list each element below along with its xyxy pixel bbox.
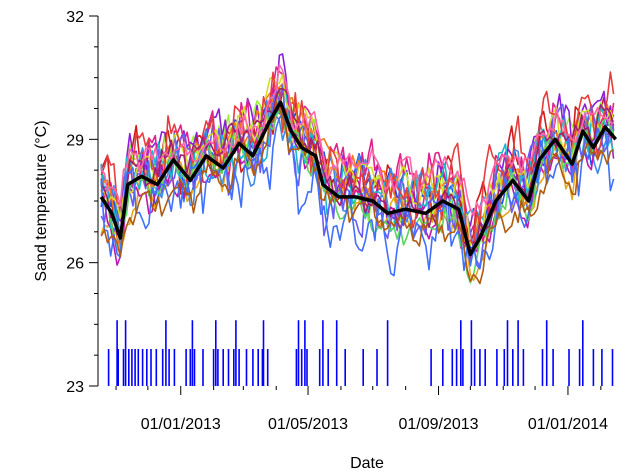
event-bars-layer (107, 320, 614, 386)
y-axis-title: Sand temperature (°C) (33, 120, 50, 281)
mean-series-layer (99, 100, 618, 257)
logger-series-line (100, 63, 615, 217)
y-tick-label: 26 (66, 256, 84, 273)
logger-series-line (100, 73, 615, 248)
x-axis-title: Date (350, 455, 384, 472)
mean-series-line (99, 100, 618, 257)
x-tick-label: 01/01/2013 (141, 416, 221, 433)
logger-series-line (100, 84, 615, 269)
logger-series-line (100, 101, 615, 285)
x-tick-label: 01/05/2013 (268, 416, 348, 433)
y-tick-label: 29 (66, 132, 84, 149)
logger-series-line (100, 95, 615, 282)
y-tick-label: 32 (66, 9, 84, 26)
tick-layer: 23 26 29 32 01/01/2013 01/05/2013 01/09/2013 01… (66, 9, 608, 433)
x-tick-label: 01/09/2013 (398, 416, 478, 433)
logger-series-line (100, 66, 615, 243)
x-tick-label: 01/01/2014 (528, 416, 608, 433)
y-tick-label: 23 (66, 379, 84, 396)
